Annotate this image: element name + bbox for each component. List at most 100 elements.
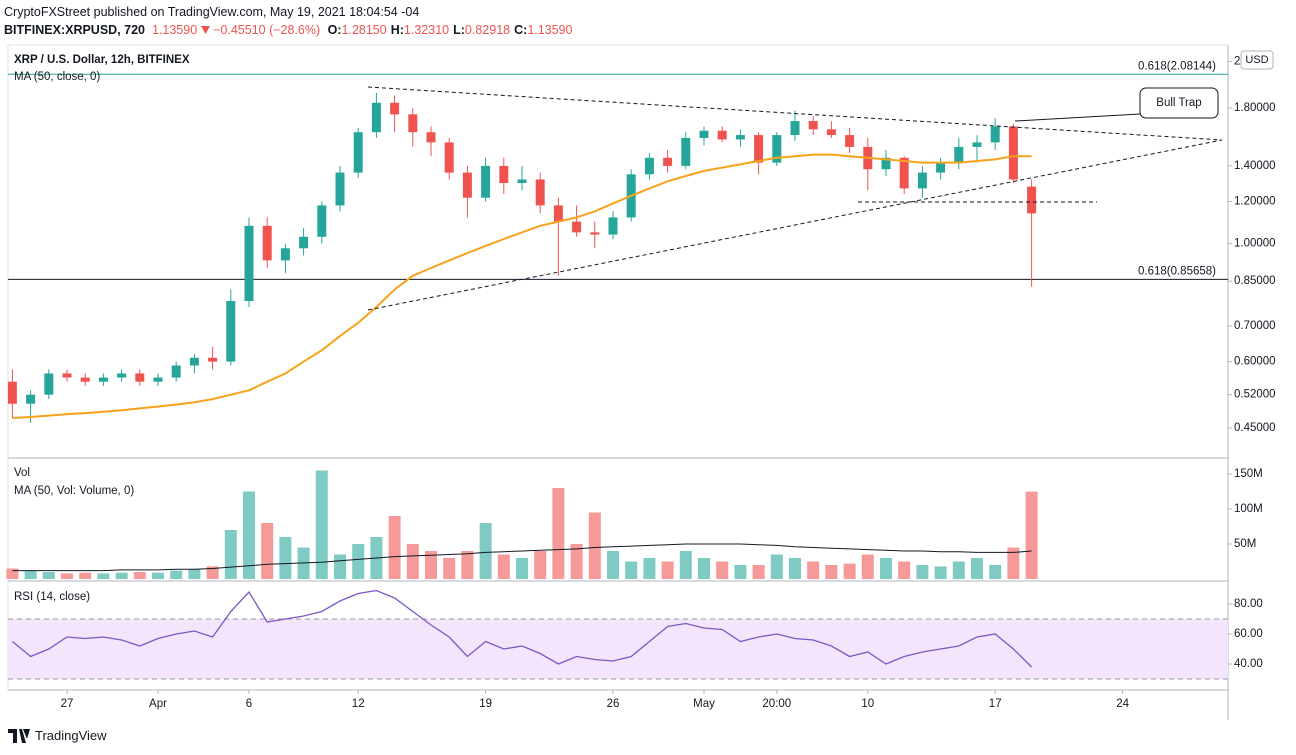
volume-bar <box>42 572 55 579</box>
y-tick-label: 0.45000 <box>1234 422 1276 434</box>
volume-bar <box>625 561 638 579</box>
candle-body <box>954 146 964 163</box>
candle-body <box>335 172 345 206</box>
volume-bar <box>880 558 892 579</box>
quote-label: C: <box>514 23 528 37</box>
y-tick-label: 0.70000 <box>1234 320 1276 332</box>
x-tick-label: 24 <box>1116 698 1129 710</box>
candle-body <box>699 130 709 138</box>
volume-bar <box>388 516 401 579</box>
volume-bar <box>334 554 346 579</box>
candle-body <box>572 221 582 233</box>
volume-bar <box>24 570 37 579</box>
candle-body <box>1008 126 1018 180</box>
candle-body <box>917 172 927 189</box>
x-tick-label: 12 <box>352 698 365 710</box>
volume-bar <box>643 558 656 579</box>
currency: USD <box>1245 54 1268 66</box>
candle-body <box>262 225 272 261</box>
y-tick-label: 50M <box>1234 538 1256 550</box>
volume-bar <box>133 572 146 579</box>
down-arrow <box>200 26 210 34</box>
volume-bar <box>61 573 73 579</box>
candle-body <box>80 377 90 382</box>
candle-body <box>754 135 764 163</box>
quote-line: BITFINEX:XRPUSD, 720 1.13590 −0.45510 (−… <box>4 21 573 39</box>
candle-body <box>499 165 509 184</box>
volume-bar <box>934 566 947 579</box>
candle-body <box>644 157 654 175</box>
candle-body <box>226 301 236 362</box>
candle-body <box>808 121 818 130</box>
candle-body <box>371 102 381 133</box>
volume-bar <box>261 523 274 579</box>
candle-body <box>62 373 72 378</box>
trend-line <box>367 139 1223 311</box>
volume-bar <box>971 558 983 579</box>
volume-bar <box>807 561 820 579</box>
candle-body <box>299 236 309 249</box>
candle-body <box>735 135 745 140</box>
volume-bar <box>770 554 783 579</box>
volume-bar <box>752 565 765 579</box>
volume-bar <box>188 569 201 579</box>
volume-bar <box>952 561 965 579</box>
volume-bar <box>6 568 19 579</box>
candle-body <box>408 114 418 133</box>
volume-bar <box>916 565 929 579</box>
candle-body <box>26 394 36 404</box>
volume-bar <box>570 544 583 579</box>
pane-title: Vol <box>14 467 30 479</box>
candle-body <box>845 135 855 147</box>
candle-body <box>117 373 127 378</box>
y-tick-label: 0.52000 <box>1234 389 1276 401</box>
x-tick-label: 6 <box>246 698 252 710</box>
quote-value: 0.82918 <box>464 23 511 37</box>
brand: TradingView <box>35 728 107 743</box>
volume-bar <box>152 572 164 579</box>
callout-line <box>1014 113 1141 122</box>
volume-ma-line <box>12 543 1032 572</box>
volume-bar <box>224 530 237 579</box>
candle-body <box>171 365 181 378</box>
candle-body <box>790 121 800 136</box>
candle-body <box>972 142 982 147</box>
volume-bar <box>115 572 128 579</box>
currency-box <box>1240 50 1274 70</box>
y-tick-label: 0.60000 <box>1234 356 1276 368</box>
volume-bar <box>698 558 710 579</box>
footer: TradingView <box>8 728 107 743</box>
y-tick-label: 1.00000 <box>1234 238 1276 250</box>
pane-title: RSI (14, close) <box>14 591 90 603</box>
volume-bar <box>898 561 911 579</box>
volume-bar <box>79 572 92 579</box>
candle-body <box>44 373 54 395</box>
volume-bar <box>1025 491 1038 579</box>
y-tick-label: 40.00 <box>1234 658 1263 670</box>
x-tick-label: 19 <box>479 698 492 710</box>
legend-entry: MA (50, Vol: Volume, 0) <box>14 485 134 497</box>
price-change: −0.45510 (−28.6%) <box>213 23 321 37</box>
volume-bar <box>243 491 255 579</box>
volume-bar <box>170 570 183 579</box>
quote-label: L: <box>453 23 465 37</box>
last-price: 1.13590 <box>151 23 198 37</box>
volume-bar <box>989 565 1002 579</box>
y-tick-label: 80.00 <box>1234 598 1263 610</box>
candle-body <box>590 232 600 235</box>
candle-body <box>899 157 909 189</box>
candle-body <box>244 225 254 302</box>
candle-body <box>608 217 618 235</box>
candle-body <box>681 137 691 166</box>
candle-body <box>444 142 454 173</box>
x-tick-label: 26 <box>607 698 620 710</box>
volume-bar <box>315 470 328 579</box>
volume-bar <box>534 551 547 579</box>
volume-bar <box>588 512 601 579</box>
y-tick-label: 60.00 <box>1234 628 1263 640</box>
x-tick-label: 20:00 <box>762 698 791 710</box>
logo <box>8 728 30 743</box>
volume-bar <box>352 544 365 579</box>
volume-bar <box>479 523 492 579</box>
candle-body <box>353 132 363 173</box>
